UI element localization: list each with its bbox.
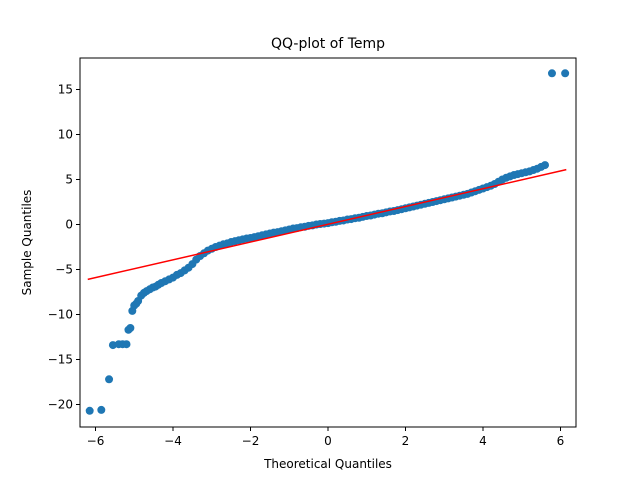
y-tick-label: −20	[48, 398, 73, 412]
data-point	[122, 340, 131, 349]
x-tick-label: −2	[242, 434, 260, 448]
x-tick-label: 0	[324, 434, 332, 448]
y-tick-label: −15	[48, 353, 73, 367]
data-point	[97, 405, 106, 414]
data-point	[541, 161, 549, 170]
x-axis-ticks: −6 −4 −2 0 2 4 6	[87, 427, 565, 448]
y-axis-label: Sample Quantiles	[20, 190, 34, 296]
chart-title: QQ-plot of Temp	[271, 36, 385, 52]
y-tick-label: −10	[48, 308, 73, 322]
x-tick-label: −4	[164, 434, 182, 448]
x-tick-label: 2	[402, 434, 410, 448]
reference-line-layer	[87, 168, 567, 281]
y-axis-ticks: −20 −15 −10 −5 0 5 10 15	[48, 83, 80, 412]
y-tick-label: −5	[55, 263, 73, 277]
x-tick-label: 4	[479, 434, 487, 448]
y-tick-label: 5	[65, 173, 73, 187]
data-point	[547, 69, 556, 78]
x-tick-label: 6	[557, 434, 565, 448]
y-tick-label: 15	[58, 83, 73, 97]
y-tick-label: 10	[58, 128, 73, 142]
data-point	[561, 69, 570, 78]
data-point	[105, 375, 114, 384]
reference-line	[87, 168, 567, 281]
x-tick-label: −6	[87, 434, 105, 448]
data-point	[126, 324, 135, 332]
x-axis-label: Theoretical Quantiles	[263, 457, 392, 471]
y-tick-label: 0	[65, 218, 73, 232]
data-point	[85, 406, 94, 415]
